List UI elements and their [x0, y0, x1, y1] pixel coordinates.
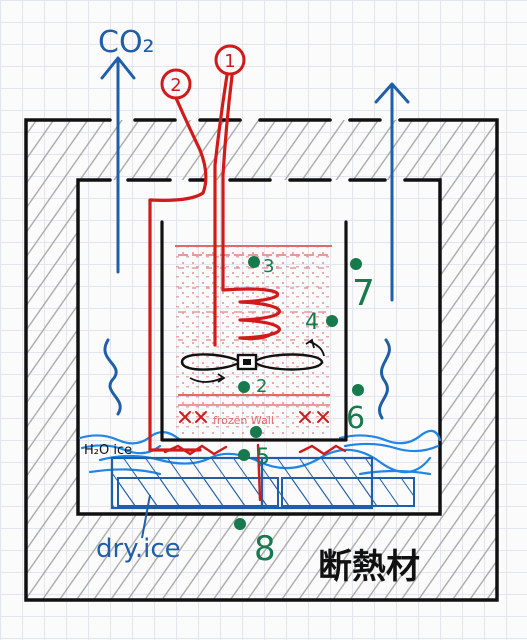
dry-ice-pointer — [141, 494, 151, 539]
sample-container — [160, 220, 348, 442]
inner-chamber-box — [76, 178, 442, 516]
frozen-wall-label: frozen Wall — [213, 414, 274, 427]
insulation-label: 断熱材 — [318, 547, 420, 587]
point-4-dot — [326, 315, 338, 327]
point-6-label: 6 — [346, 401, 365, 436]
point-1-dot — [250, 426, 262, 438]
point-4-label: 4 — [305, 310, 319, 335]
dry-ice-blocks — [110, 456, 415, 510]
h2o-ice-label: H₂O ice — [84, 443, 132, 458]
probe-wires — [148, 73, 281, 452]
co2-flow-arrows — [100, 56, 410, 420]
point-5-label: 5 — [256, 445, 270, 470]
stirrer-propeller — [180, 338, 325, 383]
point-8-label: 8 — [254, 529, 276, 569]
measurement-points: 3 7 4 2 6 1 5 8 — [234, 256, 375, 569]
point-7-label: 7 — [352, 273, 375, 314]
bottom-heater-wire — [163, 443, 347, 502]
probe-label-2: 2 — [160, 68, 192, 100]
point-8-dot — [234, 518, 246, 530]
probe-label-1-text: 1 — [224, 51, 235, 72]
co2-label: CO₂ — [98, 25, 155, 60]
insulation-layer — [26, 120, 497, 600]
point-5-dot — [238, 449, 250, 461]
point-1-label: 1 — [262, 425, 271, 441]
probe-label-1: 1 — [214, 44, 246, 76]
point-7-dot — [350, 258, 362, 270]
frozen-wall-layer — [179, 411, 329, 423]
dry-ice-label: dry.ice — [96, 534, 181, 564]
point-3-dot — [248, 256, 260, 268]
point-6-dot — [352, 384, 364, 396]
point-2-label: 2 — [256, 376, 267, 397]
point-2-dot — [238, 381, 250, 393]
probe-label-2-text: 2 — [170, 75, 181, 96]
point-3-label: 3 — [263, 256, 274, 277]
